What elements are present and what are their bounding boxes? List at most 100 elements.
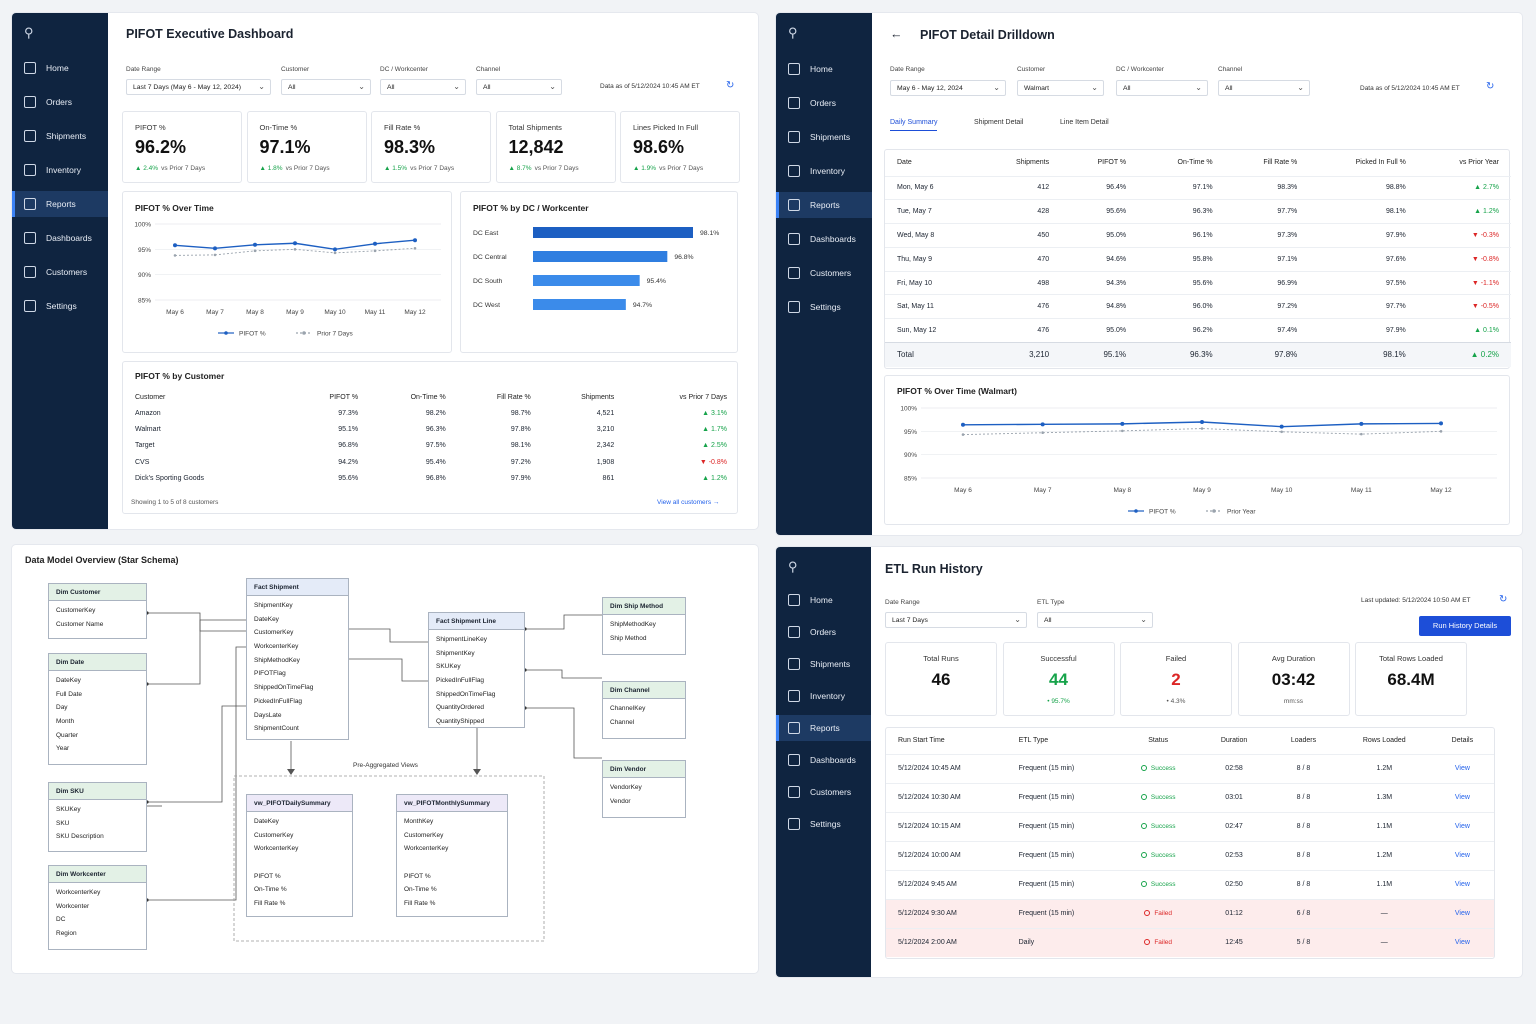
view-all-customers-link[interactable]: View all customers →: [657, 499, 720, 506]
view-details-link[interactable]: View: [1454, 939, 1470, 947]
sidebar-item-reports[interactable]: Reports: [12, 191, 108, 217]
cell-text: 97.9%: [1385, 231, 1406, 239]
table-cell[interactable]: View: [1431, 841, 1494, 870]
tab-daily-summary[interactable]: Daily Summary: [890, 119, 938, 131]
sidebar-item-shipments[interactable]: Shipments: [776, 124, 872, 150]
refresh-icon[interactable]: ↻: [1486, 81, 1495, 92]
table-row[interactable]: Sat, May 11 476 94.8% 96.0% 97.2% 97.7% ▼ -0.5…: [885, 294, 1511, 319]
date-range-select[interactable]: May 6 - May 12, 2024 ⌄: [890, 80, 1006, 96]
sidebar-item-label: Settings: [810, 302, 841, 312]
sidebar-item-customers[interactable]: Customers: [776, 260, 872, 286]
sidebar-item-dashboards[interactable]: Dashboards: [776, 747, 871, 773]
success-status-icon: [1140, 794, 1147, 800]
sidebar-item-orders[interactable]: Orders: [776, 90, 872, 116]
view-details-link[interactable]: View: [1454, 794, 1470, 801]
tab-line-item-detail[interactable]: Line Item Detail: [1060, 119, 1109, 126]
table-cell[interactable]: View: [1431, 928, 1494, 957]
sidebar-item-inventory[interactable]: Inventory: [776, 683, 871, 709]
view-details-link[interactable]: View: [1454, 881, 1470, 888]
page-title: ETL Run History: [885, 562, 983, 576]
table-cell: 98.7%: [450, 405, 535, 421]
home-icon: [24, 62, 36, 74]
column-header-status: Status: [1148, 737, 1169, 745]
sidebar-item-home[interactable]: Home: [776, 587, 871, 613]
table-row[interactable]: Sun, May 12 476 95.0% 96.2% 97.4% 97.9% ▲ 0.1%: [885, 318, 1511, 343]
sidebar-item-inventory[interactable]: Inventory: [12, 157, 108, 183]
etl-panel: ⚲ Home Orders Shipments Inventory Reports Das…: [776, 547, 1522, 977]
sidebar-item-settings[interactable]: Settings: [776, 294, 872, 320]
schema-field-list: CustomerKey Customer Name: [49, 601, 146, 634]
sidebar-item-home[interactable]: Home: [12, 55, 108, 81]
view-details-link[interactable]: View: [1454, 910, 1470, 917]
cell-text: 94.6%: [1106, 255, 1127, 263]
sidebar-item-orders[interactable]: Orders: [776, 619, 871, 645]
column-header-pifot: PIFOT %: [1097, 159, 1127, 167]
view-details-link[interactable]: View: [1454, 765, 1470, 772]
table-cell: Failed: [1117, 928, 1199, 957]
table-row: 5/12/2024 10:00 AM Frequent (15 min) Succe…: [886, 841, 1494, 870]
channel-select[interactable]: All ⌄: [1218, 80, 1310, 96]
table-cell[interactable]: View: [1431, 899, 1494, 928]
sidebar-item-dashboards[interactable]: Dashboards: [12, 225, 108, 251]
table-row[interactable]: Target 96.8% 97.5% 98.1% 2,342 ▲ 2.5%: [131, 438, 731, 454]
sidebar: ⚲ Home Orders Shipments Inventory Reports Das…: [776, 13, 872, 535]
sidebar-item-settings[interactable]: Settings: [776, 811, 871, 837]
date-range-select[interactable]: Last 7 Days ⌄: [885, 612, 1027, 628]
sidebar-item-home[interactable]: Home: [776, 56, 872, 82]
sidebar-item-shipments[interactable]: Shipments: [12, 123, 108, 149]
cell-text: Frequent (15 min): [1018, 794, 1075, 801]
sidebar-item-customers[interactable]: Customers: [776, 779, 871, 805]
table-cell[interactable]: View: [1431, 754, 1494, 783]
sidebar-item-reports[interactable]: Reports: [776, 192, 872, 218]
dc-select[interactable]: All ⌄: [1116, 80, 1208, 96]
table-cell: Daily: [1007, 928, 1118, 957]
table-cell: Total: [885, 343, 978, 367]
table-row[interactable]: CVS 94.2% 95.4% 97.2% 1,908 ▼ -0.8%: [131, 454, 731, 470]
schema-field: Day: [56, 704, 68, 712]
sidebar-item-orders[interactable]: Orders: [12, 89, 108, 115]
channel-select[interactable]: All ⌄: [476, 79, 562, 95]
table-row[interactable]: Mon, May 6 412 96.4% 97.1% 98.3% 98.8% ▲ 2.7%: [885, 176, 1511, 200]
view-details-link[interactable]: View: [1454, 823, 1470, 830]
table-cell[interactable]: View: [1431, 870, 1494, 899]
cell-text: 02:53: [1225, 852, 1243, 859]
customer-value: Walmart: [1024, 85, 1050, 92]
table-cell: 98.1%: [450, 438, 535, 454]
sidebar-item-inventory[interactable]: Inventory: [776, 158, 872, 184]
table-row[interactable]: Thu, May 9 470 94.6% 95.8% 97.1% 97.6% ▼ -0.8%: [885, 247, 1511, 271]
table-row[interactable]: Wed, May 8 450 95.0% 96.1% 97.3% 97.9% ▼ -0.3%: [885, 223, 1511, 248]
x-tick-label: May 8: [246, 309, 264, 316]
y-tick-label: 100%: [900, 406, 917, 413]
date-range-select[interactable]: Last 7 Days (May 6 - May 12, 2024) ⌄: [126, 79, 271, 95]
table-cell[interactable]: View: [1431, 812, 1494, 841]
table-row[interactable]: Dick's Sporting Goods 95.6% 96.8% 97.9% 861 ▲…: [131, 470, 731, 486]
tab-shipment-detail[interactable]: Shipment Detail: [974, 119, 1024, 126]
table-cell: Success: [1117, 870, 1199, 899]
schema-table-dim-customer: Dim Customer CustomerKey Customer Name: [48, 583, 147, 639]
back-icon[interactable]: ←: [890, 27, 903, 41]
sidebar-item-customers[interactable]: Customers: [12, 259, 108, 285]
refresh-icon[interactable]: ↻: [726, 80, 735, 91]
table-cell[interactable]: View: [1431, 783, 1494, 812]
refresh-icon[interactable]: ↻: [1499, 594, 1508, 605]
table-cell: 95.1%: [1061, 343, 1138, 367]
sidebar-item-reports[interactable]: Reports: [776, 715, 871, 741]
dc-select[interactable]: All ⌄: [380, 79, 466, 95]
table-cell: ▲ 0.1%: [1418, 319, 1511, 343]
sidebar-item-dashboards[interactable]: Dashboards: [776, 226, 872, 252]
table-row[interactable]: Tue, May 7 428 95.6% 96.3% 97.7% 98.1% ▲ 1.2%: [885, 199, 1511, 224]
table-cell: 5/12/2024 10:00 AM: [886, 841, 1007, 870]
table-row[interactable]: Amazon 97.3% 98.2% 98.7% 4,521 ▲ 3.1%: [131, 405, 731, 421]
table-row[interactable]: Walmart 95.1% 96.3% 97.8% 3,210 ▲ 1.7%: [131, 421, 731, 437]
etl-type-select[interactable]: All ⌄: [1037, 612, 1153, 628]
sidebar-item-shipments[interactable]: Shipments: [776, 651, 871, 677]
view-details-link[interactable]: View: [1454, 852, 1470, 859]
customer-select[interactable]: All ⌄: [281, 79, 371, 95]
run-history-details-button[interactable]: Run History Details: [1419, 616, 1511, 636]
customer-select[interactable]: Walmart ⌄: [1017, 80, 1104, 96]
data-point: [1439, 430, 1443, 433]
chevron-down-icon: ⌄: [358, 82, 365, 91]
table-row[interactable]: Fri, May 10 498 94.3% 95.6% 96.9% 97.5% ▼ -1.1…: [885, 271, 1511, 295]
sidebar-item-settings[interactable]: Settings: [12, 293, 108, 319]
settings-icon: [788, 818, 800, 830]
